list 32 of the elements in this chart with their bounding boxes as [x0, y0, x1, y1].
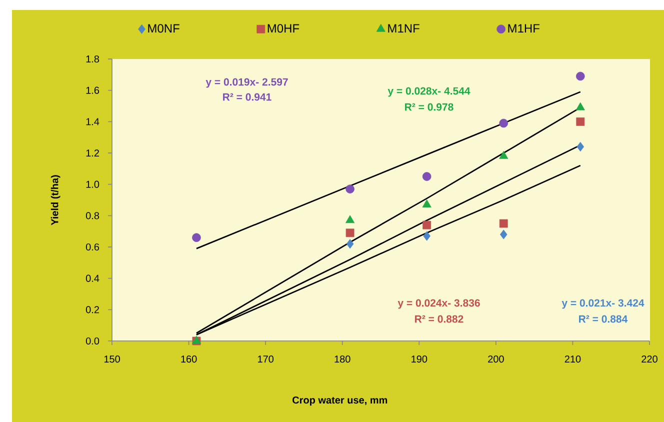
- x-tick-label: 150: [104, 356, 120, 363]
- y-tick-label: 0.6: [86, 243, 100, 251]
- x-tick-label: 170: [258, 356, 274, 363]
- x-axis-title: Crop water use, mm: [292, 396, 388, 406]
- y-tick-label: 0.8: [86, 212, 100, 220]
- y-axis-title: Yield (t/ha): [50, 175, 60, 226]
- legend-label: M1NF: [388, 24, 420, 32]
- y-tick-label: 1.0: [86, 180, 100, 188]
- y-tick-label: 1.2: [86, 150, 99, 156]
- annotation: y = 0.028x- 4.544: [388, 87, 470, 97]
- y-tick-label: 0.2: [86, 306, 99, 314]
- x-tick-label: 190: [412, 356, 428, 363]
- annotation: R² = 0.884: [579, 315, 628, 323]
- annotation: R² = 0.941: [223, 93, 272, 101]
- annotation: y = 0.021x- 3.424: [562, 299, 644, 309]
- legend-label: M0NF: [148, 24, 180, 33]
- annotation: y = 0.024x- 3.836: [398, 299, 480, 309]
- y-tick-label: 0.0: [86, 337, 100, 345]
- legend-label: M1HF: [508, 24, 540, 32]
- annotation: R² = 0.882: [415, 315, 464, 323]
- legend-label: M0HF: [268, 24, 300, 33]
- y-tick-label: 1.8: [86, 55, 100, 63]
- x-tick-label: 180: [334, 356, 350, 363]
- y-tick-label: 0.4: [86, 274, 100, 282]
- annotation: R² = 0.978: [405, 103, 454, 111]
- annotation: y = 0.019x- 2.597: [206, 78, 288, 88]
- x-tick-label: 160: [181, 356, 197, 363]
- x-tick-label: 210: [564, 356, 581, 363]
- x-tick-label: 220: [642, 356, 658, 363]
- x-tick-label: 200: [488, 356, 504, 363]
- y-tick-label: 1.6: [86, 86, 100, 94]
- y-tick-label: 1.4: [86, 118, 100, 126]
